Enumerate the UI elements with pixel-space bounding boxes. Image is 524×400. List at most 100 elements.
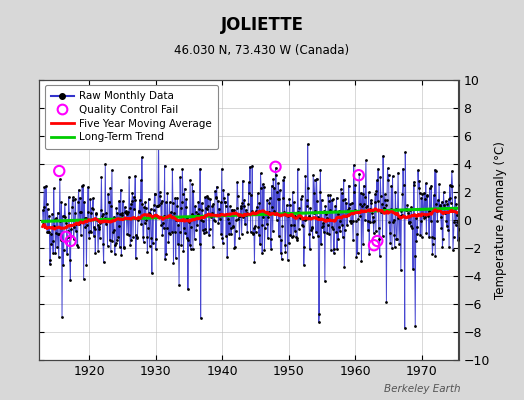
Point (217, 166, 226, 172)
Point (448, 182, 456, 189)
Point (356, 201, 364, 207)
Point (400, 213, 408, 219)
Point (79, 218, 87, 224)
Point (264, 214, 272, 221)
Point (197, 216, 205, 223)
Point (137, 221, 146, 227)
Point (200, 226, 209, 233)
Point (294, 226, 303, 232)
Point (317, 241, 325, 247)
Point (270, 208, 278, 215)
Point (227, 231, 235, 237)
Point (100, 259, 108, 266)
Point (259, 214, 268, 220)
Point (380, 205, 388, 211)
Point (324, 192, 332, 199)
Point (390, 244, 399, 250)
Point (218, 235, 226, 242)
Point (227, 207, 236, 213)
Point (85, 228, 94, 234)
Point (378, 233, 387, 239)
Point (322, 214, 331, 221)
Point (361, 217, 369, 224)
Point (420, 196, 429, 202)
Point (115, 243, 124, 250)
Point (279, 177, 288, 183)
Point (408, 225, 417, 232)
Point (84, 184, 92, 190)
Point (209, 200, 217, 207)
Point (245, 179, 253, 186)
Point (455, 227, 464, 233)
Point (397, 267, 405, 274)
Point (419, 214, 428, 221)
Point (343, 222, 351, 228)
Point (270, 184, 279, 191)
Point (358, 191, 367, 197)
Point (196, 314, 205, 321)
Point (444, 227, 452, 234)
Point (225, 220, 234, 226)
Point (223, 254, 232, 260)
Point (120, 245, 128, 252)
Point (381, 202, 390, 209)
Point (398, 212, 406, 218)
Point (230, 207, 238, 213)
Point (256, 241, 264, 247)
Point (254, 224, 263, 231)
Point (271, 209, 279, 216)
Point (106, 185, 114, 191)
Point (187, 246, 195, 252)
Point (273, 189, 281, 195)
Point (282, 202, 291, 208)
Point (428, 233, 436, 240)
Point (224, 190, 232, 197)
Point (439, 189, 447, 195)
Point (282, 212, 290, 218)
Point (224, 216, 233, 222)
Point (350, 162, 358, 168)
Point (275, 195, 283, 202)
Point (305, 231, 313, 238)
Point (59, 262, 68, 268)
Point (172, 203, 181, 209)
Point (335, 208, 343, 214)
Point (416, 190, 424, 196)
Point (162, 250, 170, 257)
Point (159, 220, 167, 226)
Point (96, 207, 105, 214)
Point (150, 202, 158, 208)
Point (258, 250, 266, 256)
Point (457, 146, 465, 152)
Point (455, 235, 463, 242)
Point (113, 210, 122, 217)
Point (174, 221, 183, 228)
Point (83, 209, 92, 215)
Point (190, 213, 198, 220)
Point (363, 202, 371, 209)
Point (399, 182, 408, 188)
Y-axis label: Temperature Anomaly (°C): Temperature Anomaly (°C) (494, 141, 507, 299)
Point (193, 222, 202, 228)
Point (401, 149, 409, 156)
Point (381, 196, 389, 203)
Point (256, 170, 265, 177)
Point (82, 261, 91, 268)
Point (159, 225, 168, 232)
Point (382, 298, 390, 305)
Point (204, 202, 213, 209)
Point (398, 191, 407, 198)
Point (449, 234, 457, 240)
Point (330, 245, 339, 252)
Point (394, 214, 402, 221)
Point (215, 216, 224, 222)
Point (86, 196, 94, 202)
Point (399, 165, 407, 172)
Point (80, 198, 89, 205)
Point (162, 225, 171, 231)
Point (340, 176, 348, 183)
Point (179, 248, 188, 254)
Point (377, 193, 385, 199)
Point (289, 232, 298, 239)
Point (41, 223, 49, 230)
